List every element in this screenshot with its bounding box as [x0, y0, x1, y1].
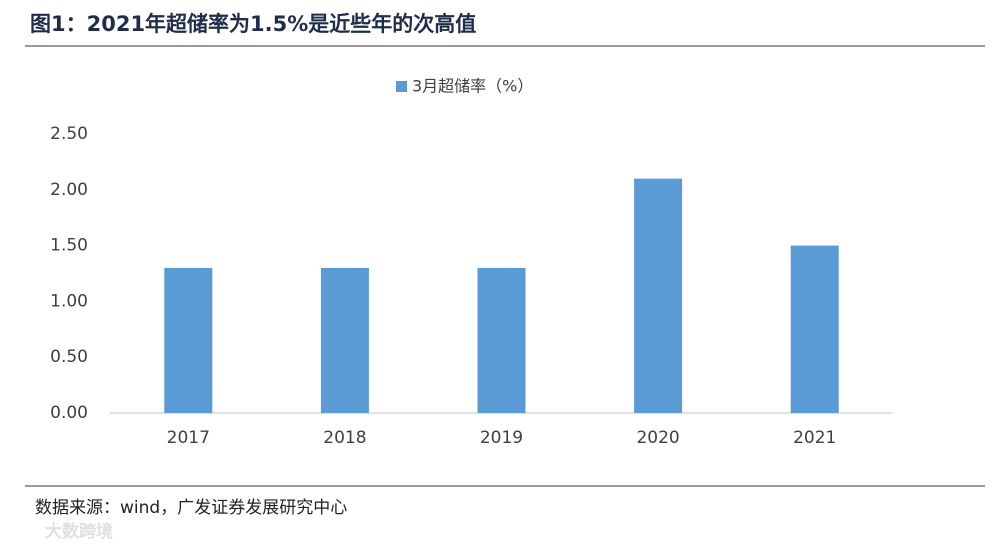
y-tick-label: 0.50: [50, 347, 88, 367]
bar: [320, 267, 369, 413]
watermark: 大数跨境: [45, 521, 113, 542]
chart-title: 图1：2021年超储率为1.5%是近些年的次高值: [30, 12, 476, 36]
y-tick-label: 2.00: [50, 180, 88, 200]
x-tick-label: 2019: [480, 428, 523, 448]
x-tick-label: 2020: [636, 428, 679, 448]
y-tick-label: 0.00: [50, 403, 88, 423]
bar: [634, 178, 683, 413]
x-tick-label: 2021: [793, 428, 836, 448]
y-tick-label: 2.50: [50, 124, 88, 144]
x-tick-label: 2017: [167, 428, 210, 448]
source: 数据来源：wind，广发证券发展研究中心: [35, 498, 347, 518]
y-tick-label: 1.50: [50, 236, 88, 256]
y-tick-label: 1.00: [50, 291, 88, 311]
bar: [164, 267, 213, 413]
bar: [477, 267, 526, 413]
bar: [790, 245, 839, 413]
x-tick-label: 2018: [323, 428, 366, 448]
legend-label: 3月超储率（%）: [412, 77, 533, 96]
legend-swatch: [396, 81, 407, 92]
